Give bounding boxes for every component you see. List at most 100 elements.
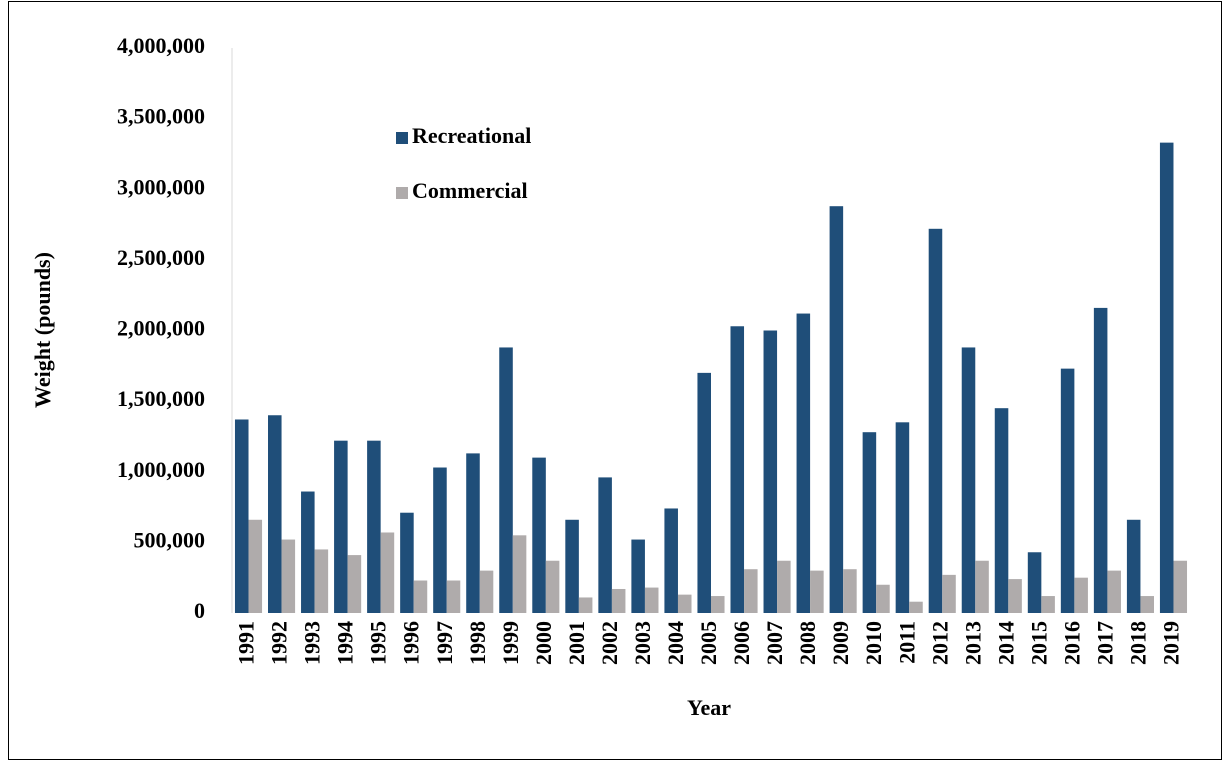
bar — [598, 477, 612, 613]
bar — [697, 372, 711, 613]
x-tick-label: 2018 — [1125, 621, 1150, 665]
x-tick-label: 2000 — [531, 621, 556, 665]
bar — [446, 580, 461, 613]
bar — [763, 330, 778, 613]
bar — [479, 570, 494, 613]
x-tick-label: 2011 — [894, 621, 919, 664]
bar — [578, 597, 593, 613]
bar — [301, 491, 315, 613]
x-tick-label: 2010 — [861, 621, 886, 665]
y-tick-label: 1,000,000 — [117, 457, 205, 482]
x-tick-label: 2015 — [1026, 621, 1051, 665]
bar — [994, 408, 1009, 613]
bar — [1027, 552, 1042, 613]
y-tick-label: 2,500,000 — [117, 245, 205, 270]
x-tick-label: 2005 — [696, 621, 721, 665]
bar — [532, 457, 546, 613]
bar — [810, 570, 824, 613]
x-tick-label: 1992 — [267, 621, 292, 665]
bar — [664, 508, 678, 613]
x-tick-label: 1999 — [498, 621, 523, 665]
bar — [380, 532, 395, 613]
bar — [928, 228, 943, 614]
bar — [1107, 570, 1121, 613]
bar — [499, 347, 513, 613]
x-tick-label: 1997 — [432, 621, 457, 665]
x-tick-label: 1991 — [234, 621, 259, 665]
y-tick-label: 500,000 — [134, 527, 206, 552]
x-tick-label: 2014 — [993, 621, 1018, 665]
bar — [777, 560, 791, 613]
bar — [466, 453, 480, 613]
bar — [248, 519, 263, 613]
bar — [314, 549, 329, 613]
x-tick-label: 2009 — [828, 621, 853, 665]
legend-swatch — [396, 132, 408, 144]
bar — [961, 347, 976, 613]
legend-label: Recreational — [412, 123, 531, 148]
bar — [975, 560, 989, 613]
y-tick-label: 2,000,000 — [117, 316, 205, 341]
y-tick-label: 1,500,000 — [117, 386, 205, 411]
bar — [1173, 560, 1188, 613]
x-tick-label: 1998 — [465, 621, 490, 665]
bar — [433, 467, 447, 613]
bar — [730, 326, 745, 613]
x-tick-label: 2002 — [597, 621, 622, 665]
x-tick-label: 2013 — [960, 621, 985, 665]
x-tick-label: 2006 — [729, 621, 754, 665]
bar — [829, 206, 844, 613]
x-tick-label: 1994 — [333, 621, 358, 665]
legend-swatch — [396, 187, 408, 199]
bar — [1074, 577, 1088, 613]
bar — [234, 419, 249, 613]
bar — [744, 569, 758, 613]
bar — [611, 588, 626, 613]
x-tick-label: 2017 — [1092, 621, 1117, 665]
bar — [677, 594, 692, 613]
y-tick-label: 3,500,000 — [117, 104, 205, 129]
x-tick-label: 1995 — [366, 621, 391, 665]
bar — [1008, 579, 1022, 613]
x-tick-label: 2003 — [630, 621, 655, 665]
bar — [862, 432, 877, 613]
bar — [876, 584, 890, 613]
bar — [711, 596, 725, 613]
bar — [565, 519, 579, 613]
bar — [334, 440, 348, 613]
x-tick-label: 2007 — [762, 621, 787, 665]
legend-label: Commercial — [412, 178, 528, 203]
bar — [942, 574, 956, 613]
x-tick-label: 2019 — [1159, 621, 1184, 665]
bar — [909, 601, 923, 613]
bar — [1060, 368, 1075, 613]
x-tick-label: 1993 — [300, 621, 325, 665]
x-tick-label: 2004 — [663, 621, 688, 665]
bar — [347, 555, 362, 613]
bar — [843, 569, 857, 613]
bar — [413, 580, 428, 613]
x-tick-label: 2008 — [795, 621, 820, 665]
x-tick-label: 1996 — [399, 621, 424, 665]
bar — [367, 440, 381, 613]
y-axis-label: Weight (pounds) — [30, 252, 55, 408]
x-tick-label: 2001 — [564, 621, 589, 665]
bar — [631, 539, 645, 613]
bar — [644, 587, 659, 613]
bar — [512, 535, 527, 613]
x-axis-label: Year — [687, 695, 731, 720]
bar — [1140, 596, 1154, 613]
bar — [281, 539, 296, 613]
bar — [796, 313, 811, 613]
y-tick-label: 0 — [194, 598, 205, 623]
bar — [1126, 519, 1141, 613]
y-tick-label: 3,000,000 — [117, 174, 205, 199]
bar — [400, 512, 414, 613]
bar — [1041, 596, 1055, 613]
bar — [1159, 142, 1174, 613]
x-tick-label: 2016 — [1059, 621, 1084, 665]
bar — [895, 422, 910, 613]
bar — [545, 560, 560, 613]
bar — [1093, 307, 1108, 613]
